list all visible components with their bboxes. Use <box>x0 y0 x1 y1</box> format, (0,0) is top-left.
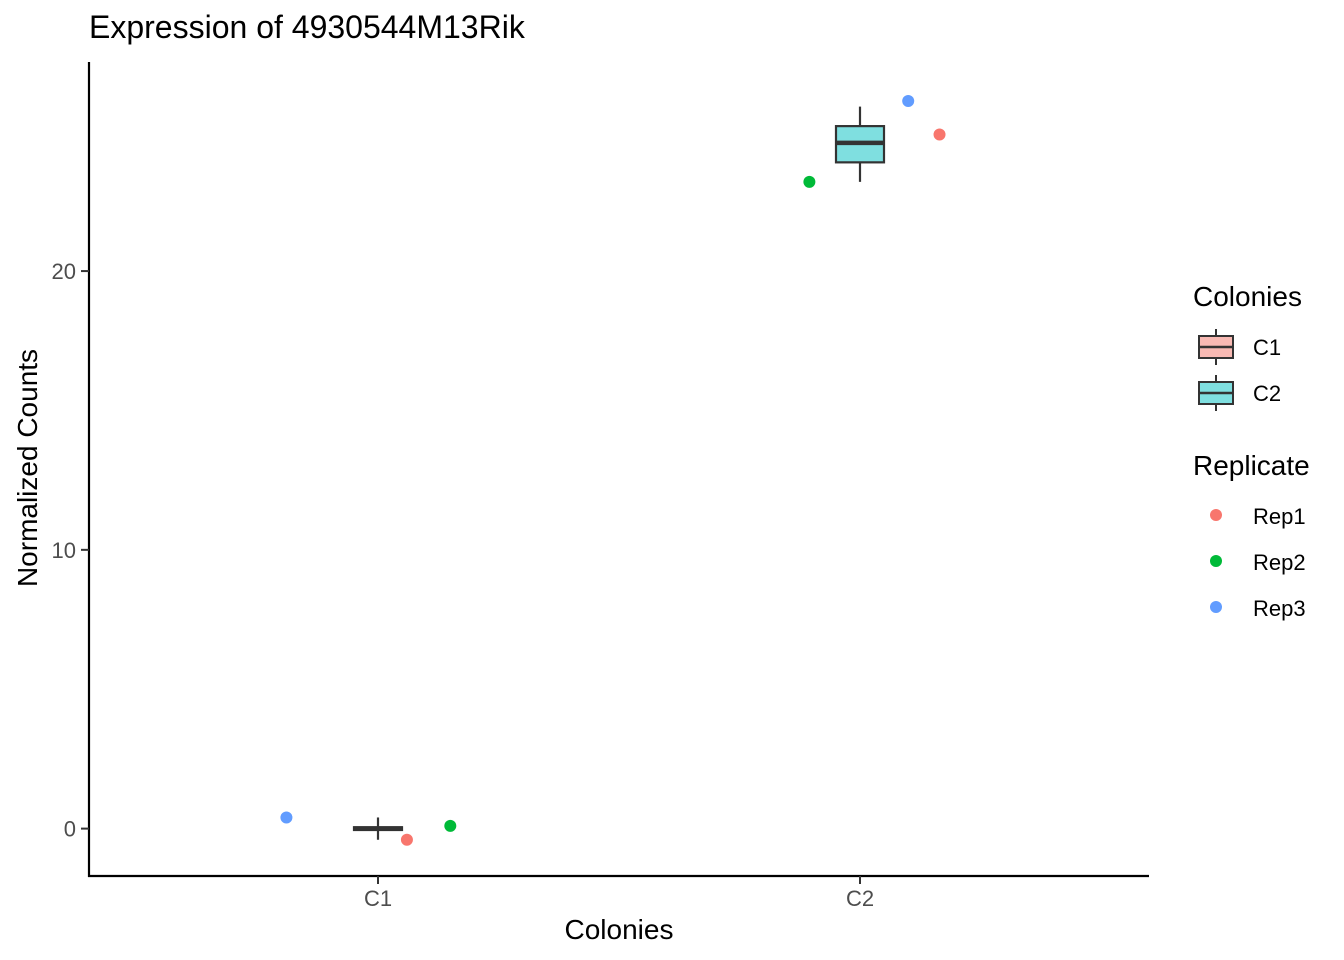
chart-title: Expression of 4930544M13Rik <box>89 9 526 45</box>
plot-area: 0 10 20 C1 C2 <box>52 62 1149 911</box>
box-c1 <box>352 817 404 840</box>
box-c2 <box>834 106 886 182</box>
legend: Colonies C1 C2 Replicate Rep1 Rep2 Rep3 <box>1193 281 1310 621</box>
legend-label-c1: C1 <box>1253 335 1281 360</box>
legend-label-rep3: Rep3 <box>1253 596 1306 621</box>
legend-label-c2: C2 <box>1253 381 1281 406</box>
legend-label-rep1: Rep1 <box>1253 504 1306 529</box>
legend-title-colonies: Colonies <box>1193 281 1302 312</box>
point-c2-rep1 <box>933 128 946 141</box>
point-c2-rep2 <box>803 175 816 188</box>
y-axis-title: Normalized Counts <box>12 349 43 587</box>
point-c1-rep2 <box>444 819 457 832</box>
x-tick-label: C1 <box>364 886 392 911</box>
point-c1-rep1 <box>400 833 413 846</box>
y-tick-label: 10 <box>52 538 76 563</box>
x-axis-title: Colonies <box>565 914 674 945</box>
legend-key-point <box>1210 601 1222 613</box>
legend-key-point <box>1210 555 1222 567</box>
legend-key-point <box>1210 509 1222 521</box>
y-tick-label: 0 <box>64 817 76 842</box>
legend-title-replicate: Replicate <box>1193 450 1310 481</box>
point-c1-rep3 <box>280 811 293 824</box>
legend-label-rep2: Rep2 <box>1253 550 1306 575</box>
y-tick-label: 20 <box>52 259 76 284</box>
x-tick-label: C2 <box>846 886 874 911</box>
point-c2-rep3 <box>902 95 915 108</box>
